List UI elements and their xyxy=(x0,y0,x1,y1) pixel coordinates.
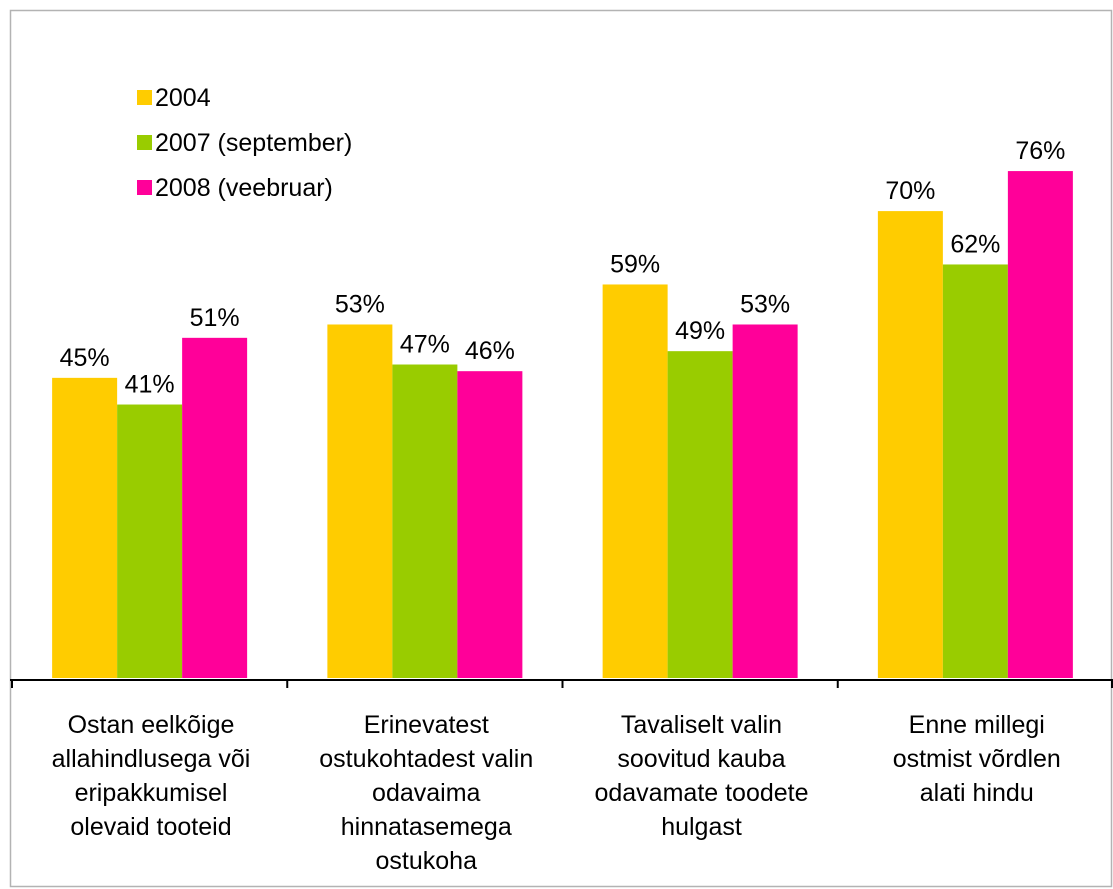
bar xyxy=(942,264,1008,678)
bar xyxy=(1007,171,1073,678)
value-label: 76% xyxy=(1015,137,1065,165)
bar xyxy=(117,404,183,678)
value-label: 70% xyxy=(885,177,935,205)
bar xyxy=(602,284,668,678)
legend-label: 2007 (september) xyxy=(155,129,352,157)
legend-swatch xyxy=(137,90,152,105)
frame xyxy=(9,9,1113,888)
bar xyxy=(182,337,248,678)
value-label: 53% xyxy=(335,290,385,318)
bar xyxy=(392,364,458,678)
value-label: 46% xyxy=(465,337,515,365)
bar xyxy=(327,324,393,678)
x-tick-label: Erinevatest ostukohtadest valin odavaima… xyxy=(319,711,534,875)
value-label: 59% xyxy=(610,250,660,278)
value-label: 45% xyxy=(60,344,110,372)
value-label: 62% xyxy=(950,230,1000,258)
x-tick-label: Tavaliselt valin soovitud kauba odavamat… xyxy=(594,711,809,841)
bar xyxy=(877,211,943,678)
bar xyxy=(667,351,733,678)
value-label: 53% xyxy=(740,290,790,318)
bar xyxy=(732,324,798,678)
bar xyxy=(52,377,118,678)
legend-label: 2004 xyxy=(155,84,211,112)
value-label: 49% xyxy=(675,317,725,345)
value-label: 51% xyxy=(190,304,240,332)
x-tick-label: Enne millegi ostmist võrdlen alati hindu xyxy=(892,711,1061,807)
bar xyxy=(457,371,523,678)
legend-swatch xyxy=(137,180,152,195)
legend-label: 2008 (veebruar) xyxy=(155,174,333,202)
value-label: 41% xyxy=(125,371,175,399)
legend-swatch xyxy=(137,135,152,150)
x-tick-label: Ostan eelkõige allahindlusega või eripak… xyxy=(51,711,251,841)
value-label: 47% xyxy=(400,331,450,359)
